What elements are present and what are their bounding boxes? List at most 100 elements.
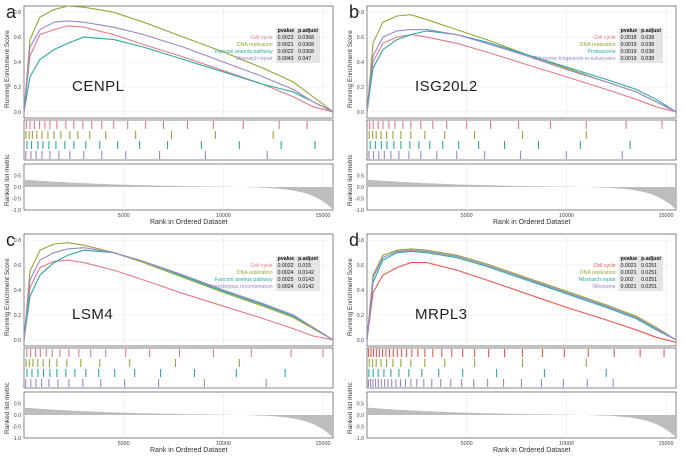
legend-series-name: DNA replication xyxy=(236,42,273,48)
metric-tick-label: -1.0 xyxy=(12,208,21,214)
es-tick-label: 0.2 xyxy=(357,313,364,319)
x-tick-label: 10000 xyxy=(216,441,231,447)
legend-series-name: Ribosome biogenesis in eukaryotes xyxy=(533,56,616,62)
legend-padjust: 0.038 xyxy=(639,42,663,49)
y-axis-title-metric: Ranked list metric xyxy=(4,154,11,206)
pvalue-header: pvalue xyxy=(618,256,640,263)
legend-row: DNA replication 0.0024 0.0142 xyxy=(208,270,320,277)
legend-row: Mismatch repair 0.002 0.0251 xyxy=(577,277,663,284)
padjust-header: p.adjust xyxy=(296,28,320,35)
legend-padjust: 0.0368 xyxy=(296,35,320,42)
legend-row: DNA replication 0.0019 0.038 xyxy=(532,42,663,49)
legend-row: Proteasome 0.0019 0.038 xyxy=(532,49,663,56)
gene-label: LSM4 xyxy=(72,306,114,323)
legend-padjust: 0.0368 xyxy=(296,49,320,56)
legend-pvalue: 0.0021 xyxy=(618,263,640,270)
gsea-plot: 0.0 0.2 0.4 0.6 0.8 0.5 0.0 -0.5 -1.0 5000 10000 15… xyxy=(355,5,677,219)
panel-d: d 0.0 0.2 0.4 0.6 0.8 0.5 0.0 -0.5 -1.0 5000 10000 1… xyxy=(343,228,685,456)
y-axis-title-es: Running Enrichment Score xyxy=(347,258,354,336)
es-curve-2 xyxy=(23,36,334,113)
legend-row: Fanconi anemia pathway 0.0025 0.0143 xyxy=(208,277,320,284)
ranked-metric-area xyxy=(367,179,676,210)
legend-pvalue: 0.0022 xyxy=(275,49,297,56)
x-tick-label: 15000 xyxy=(659,441,674,447)
es-tick-label: 0.4 xyxy=(14,288,21,294)
panel-letter: a xyxy=(6,2,17,22)
legend-row: Cell cycle 0.0023 0.0368 xyxy=(213,35,320,42)
es-curve-1 xyxy=(23,242,334,341)
legend-padjust: 0.038 xyxy=(639,56,663,63)
pvalue-header: pvalue xyxy=(275,28,297,35)
legend-pvalue: 0.0018 xyxy=(618,35,640,42)
es-tick-label: 0.2 xyxy=(357,85,364,91)
es-tick-label: 0.0 xyxy=(357,338,364,344)
legend-series-name: DNA replication xyxy=(579,42,616,48)
es-curve-3 xyxy=(23,20,334,113)
gene-label: CENPL xyxy=(72,78,125,95)
panel-letter: c xyxy=(6,230,15,250)
metric-tick-label: -0.5 xyxy=(12,197,21,203)
hits-frame xyxy=(23,119,334,161)
panel-letter: b xyxy=(349,2,360,22)
legend-pvalue: 0.0043 xyxy=(275,56,297,63)
legend-pvalue: 0.0021 xyxy=(618,284,640,291)
legend-padjust: 0.0142 xyxy=(296,270,320,277)
legend-series-name: Cell cycle xyxy=(593,35,616,41)
gsea-plot: 0.0 0.2 0.4 0.6 0.8 0.5 0.0 -0.5 -1.0 5000 10000 15… xyxy=(12,233,334,447)
legend-padjust: 0.0142 xyxy=(296,284,320,291)
legend-row: Ribosome biogenesis in eukaryotes 0.0019 0… xyxy=(532,56,663,63)
legend-pvalue: 0.0019 xyxy=(618,42,640,49)
hits-frame xyxy=(366,347,677,389)
legend-series-name: DNA replication xyxy=(236,270,273,276)
metric-tick-label: -0.5 xyxy=(12,425,21,431)
legend-series-name: Ribosome xyxy=(592,284,616,290)
legend-padjust: 0.0251 xyxy=(639,270,663,277)
panel-a: a 0.0 0.2 0.4 0.6 0.8 0.5 0.0 -0.5 -1.0 5000 10000 1… xyxy=(0,0,342,228)
x-axis-title: Rank in Ordered Dataset xyxy=(493,219,571,226)
es-tick-label: 0.0 xyxy=(357,110,364,116)
es-curve-0 xyxy=(23,259,334,341)
legend-padjust: 0.038 xyxy=(639,49,663,56)
legend-series-name: Fanconi anemia pathway xyxy=(214,277,273,283)
y-axis-title-es: Running Enrichment Score xyxy=(347,30,354,108)
legend-table: pvalue p.adjust Cell cycle 0.0021 0.0251 DNA … xyxy=(577,256,663,291)
panel-b: b 0.0 0.2 0.4 0.6 0.8 0.5 0.0 -0.5 -1.0 5000 10000 1… xyxy=(343,0,685,228)
legend-pvalue: 0.0021 xyxy=(275,42,297,49)
es-curve-3 xyxy=(366,29,677,113)
legend-table: pvalue p.adjust Cell cycle 0.0032 0.015 DNA r… xyxy=(208,256,320,291)
legend-series-name: Cell cycle xyxy=(250,35,273,41)
x-tick-label: 10000 xyxy=(216,213,231,219)
metric-tick-label: 0.0 xyxy=(14,413,21,419)
es-curve-2 xyxy=(366,30,677,113)
es-curve-0 xyxy=(366,34,677,113)
gene-label: MRPL3 xyxy=(415,306,468,323)
metric-tick-label: 0.0 xyxy=(14,185,21,191)
es-curve-3 xyxy=(23,247,334,341)
legend-series-name: Fanconi anemia pathway xyxy=(214,49,273,55)
legend-series-name: Cell cycle xyxy=(593,263,616,269)
es-curve-1 xyxy=(366,248,677,341)
es-tick-label: 0.8 xyxy=(357,238,364,244)
ranked-metric-area xyxy=(24,407,333,438)
es-tick-label: 0.0 xyxy=(14,110,21,116)
legend-series-name: Homologous recombination xyxy=(209,284,273,290)
legend-series-name: Mismatch repair xyxy=(578,277,616,283)
es-curve-0 xyxy=(23,25,334,113)
x-tick-label: 15000 xyxy=(316,441,331,447)
y-axis-title-es: Running Enrichment Score xyxy=(4,258,11,336)
metric-tick-label: -1.0 xyxy=(12,436,21,442)
es-tick-label: 0.2 xyxy=(14,313,21,319)
x-tick-label: 5000 xyxy=(118,441,130,447)
legend-row: Mismatch repair 0.0043 0.047 xyxy=(213,56,320,63)
legend-pvalue: 0.0021 xyxy=(618,270,640,277)
legend-row: Ribosome 0.0021 0.0251 xyxy=(577,284,663,291)
legend-padjust: 0.0251 xyxy=(639,263,663,270)
legend-series-name: DNA replication xyxy=(579,270,616,276)
legend-pvalue: 0.0024 xyxy=(275,270,297,277)
legend-padjust: 0.0251 xyxy=(639,284,663,291)
x-axis-title: Rank in Ordered Dataset xyxy=(150,219,228,226)
legend-pvalue: 0.0023 xyxy=(275,35,297,42)
legend-row: DNA replication 0.0021 0.0368 xyxy=(213,42,320,49)
ranked-metric-area xyxy=(24,179,333,210)
legend-padjust: 0.0251 xyxy=(639,277,663,284)
